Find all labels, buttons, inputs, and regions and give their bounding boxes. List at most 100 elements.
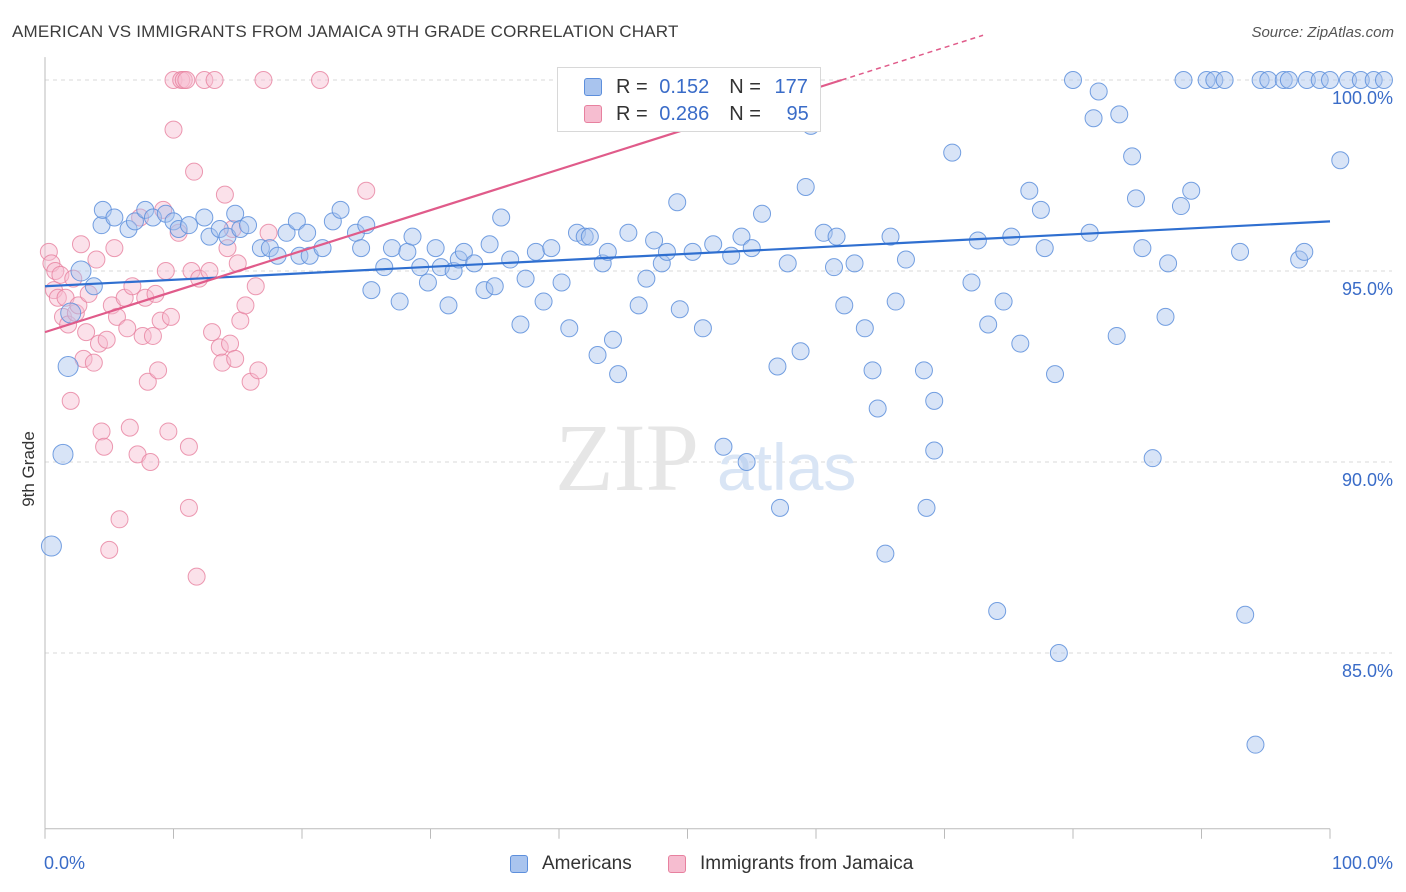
legend-swatch-pink xyxy=(668,855,686,873)
legend-label-americans: Americans xyxy=(542,853,632,874)
point-americans xyxy=(1133,239,1152,258)
point-americans xyxy=(1274,71,1293,89)
axes xyxy=(44,57,1331,839)
point-americans xyxy=(771,498,790,517)
source-credit: Source: ZipAtlas.com xyxy=(1251,24,1394,41)
point-americans xyxy=(60,302,82,324)
point-americans xyxy=(603,330,622,349)
point-americans xyxy=(1246,735,1265,754)
point-americans xyxy=(943,143,962,162)
point-americans xyxy=(195,208,214,227)
point-americans xyxy=(1011,334,1030,353)
point-americans xyxy=(994,292,1013,311)
point-jamaica xyxy=(48,288,67,307)
legend-n-label: N = xyxy=(729,102,761,125)
point-americans xyxy=(534,292,553,311)
point-americans xyxy=(1110,105,1129,124)
point-jamaica xyxy=(64,269,83,288)
point-americans xyxy=(1297,71,1316,89)
point-americans xyxy=(925,391,944,410)
point-americans xyxy=(331,200,350,219)
point-americans xyxy=(169,219,188,238)
point-americans xyxy=(855,319,874,338)
point-jamaica xyxy=(179,437,198,456)
point-americans xyxy=(835,296,854,315)
point-americans xyxy=(84,277,103,296)
point-americans xyxy=(492,208,511,227)
point-americans xyxy=(1295,242,1314,261)
point-jamaica xyxy=(110,510,129,529)
point-americans xyxy=(637,269,656,288)
point-jamaica xyxy=(118,319,137,338)
point-jamaica xyxy=(254,71,273,89)
point-americans xyxy=(1049,644,1068,662)
x-tick-label: 0.0% xyxy=(44,853,85,873)
point-americans xyxy=(1156,307,1175,326)
point-jamaica xyxy=(133,326,152,345)
legend-r-value: 0.286 xyxy=(659,102,710,125)
point-jamaica xyxy=(164,120,183,139)
point-americans xyxy=(1364,71,1383,89)
point-americans xyxy=(239,216,258,235)
point-americans xyxy=(179,216,198,235)
point-jamaica xyxy=(143,326,162,345)
point-americans xyxy=(552,273,571,292)
point-jamaica xyxy=(259,223,278,242)
point-americans xyxy=(1182,181,1201,200)
point-jamaica xyxy=(177,71,196,89)
point-jamaica xyxy=(39,242,58,261)
point-americans xyxy=(105,208,124,227)
point-jamaica xyxy=(161,307,180,326)
chart-title: AMERICAN VS IMMIGRANTS FROM JAMAICA 9TH … xyxy=(12,22,679,41)
point-americans xyxy=(70,260,92,282)
legend-n-value: 177 xyxy=(774,75,808,98)
point-americans xyxy=(917,498,936,517)
legend-swatch-pink xyxy=(584,105,602,123)
correlation-legend: R = 0.152 N = 177 R = 0.286 N = 95 xyxy=(557,67,821,132)
point-jamaica xyxy=(226,349,245,368)
point-americans xyxy=(827,227,846,246)
point-jamaica xyxy=(215,185,234,204)
legend-r-label: R = xyxy=(616,102,648,125)
legend-r-value: 0.152 xyxy=(659,75,710,98)
point-americans xyxy=(362,281,381,300)
point-americans xyxy=(125,212,144,231)
point-jamaica xyxy=(92,422,111,441)
point-americans xyxy=(352,239,371,258)
point-jamaica xyxy=(169,223,188,242)
y-tick-label: 85.0% xyxy=(1342,661,1393,681)
legend-row-americans: R = 0.152 N = 177 xyxy=(558,73,808,101)
point-americans xyxy=(619,223,638,242)
point-americans xyxy=(511,315,530,334)
point-americans xyxy=(988,601,1007,620)
legend-row-jamaica: R = 0.286 N = 95 xyxy=(558,100,809,128)
point-americans xyxy=(1215,71,1234,89)
point-americans xyxy=(791,342,810,361)
series-americans-points xyxy=(40,71,1393,754)
point-americans xyxy=(863,361,882,380)
point-americans xyxy=(1374,71,1393,89)
series-legend: Americans Immigrants from Jamaica xyxy=(0,850,1406,878)
point-jamaica xyxy=(71,235,90,254)
point-americans xyxy=(439,296,458,315)
point-jamaica xyxy=(87,250,106,269)
point-americans xyxy=(390,292,409,311)
point-americans xyxy=(260,239,279,258)
point-americans xyxy=(403,227,422,246)
point-americans xyxy=(40,535,62,557)
point-americans xyxy=(1197,71,1216,89)
point-americans xyxy=(480,235,499,254)
point-americans xyxy=(796,177,815,196)
point-americans xyxy=(542,239,561,258)
point-americans xyxy=(1064,71,1082,89)
point-americans xyxy=(645,231,664,250)
series-jamaica-points xyxy=(39,71,376,586)
y-tick-label: 100.0% xyxy=(1332,88,1393,108)
point-americans xyxy=(575,227,594,246)
point-americans xyxy=(1126,189,1145,208)
point-americans xyxy=(1089,82,1108,101)
point-americans xyxy=(732,227,751,246)
point-jamaica xyxy=(249,361,268,380)
point-jamaica xyxy=(159,422,178,441)
